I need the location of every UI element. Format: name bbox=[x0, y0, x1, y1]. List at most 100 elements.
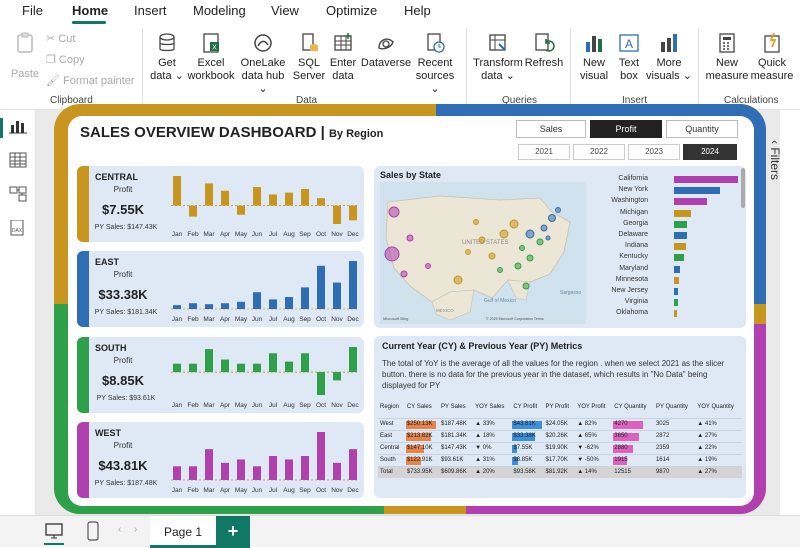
month-bar[interactable] bbox=[253, 187, 261, 206]
state-bar[interactable] bbox=[674, 176, 738, 183]
state-row[interactable]: Washington bbox=[588, 196, 742, 207]
month-bar[interactable] bbox=[205, 449, 213, 480]
month-bar[interactable] bbox=[349, 261, 357, 309]
month-bar[interactable] bbox=[317, 265, 325, 309]
month-bar[interactable] bbox=[189, 466, 197, 480]
recent-sources-button[interactable]: Recent sources ⌄ bbox=[412, 32, 458, 96]
sql-server-button[interactable]: SQL Server bbox=[292, 32, 326, 83]
state-bar[interactable] bbox=[674, 198, 708, 206]
month-bar[interactable] bbox=[237, 459, 245, 480]
get-data-button[interactable]: Get data ⌄ bbox=[148, 32, 186, 83]
month-bar[interactable] bbox=[349, 347, 357, 373]
page-tab-1[interactable]: Page 1 bbox=[150, 516, 216, 548]
col-py-sales[interactable]: PY Sales bbox=[441, 403, 466, 410]
col-yoy-profit[interactable]: YOY Profit bbox=[577, 403, 606, 410]
add-page-button[interactable]: + bbox=[216, 516, 250, 548]
col-cy-profit[interactable]: CY Profit bbox=[513, 403, 538, 410]
month-bar[interactable] bbox=[237, 301, 245, 309]
report-view-icon[interactable] bbox=[9, 118, 27, 134]
table-row[interactable]: West $250.13K $187.48K ▲ 33% $43.81K $24.05K ▲… bbox=[378, 417, 742, 430]
menu-help[interactable]: Help bbox=[404, 3, 431, 18]
month-bar[interactable] bbox=[333, 462, 341, 480]
refresh-button[interactable]: Refresh bbox=[524, 32, 564, 70]
state-bar[interactable] bbox=[674, 299, 678, 307]
paste-button[interactable]: Paste bbox=[8, 32, 42, 81]
measure-slicer-sales[interactable]: Sales bbox=[516, 120, 586, 138]
month-bar[interactable] bbox=[333, 205, 341, 224]
month-bar[interactable] bbox=[253, 292, 261, 309]
sales-by-state-visual[interactable]: Sales by State UNITED STATES Gulf of Mex… bbox=[374, 166, 746, 328]
more-visuals-button[interactable]: More visuals ⌄ bbox=[646, 32, 692, 83]
month-bar[interactable] bbox=[269, 353, 277, 373]
metrics-visual[interactable]: Current Year (CY) & Previous Year (PY) M… bbox=[374, 336, 746, 498]
col-region[interactable]: Region bbox=[380, 403, 400, 410]
month-bar[interactable] bbox=[301, 353, 309, 373]
table-view-icon[interactable] bbox=[9, 152, 27, 168]
cut-button[interactable]: ✂ Cut bbox=[46, 33, 76, 45]
state-row[interactable]: Oklahoma bbox=[588, 308, 742, 319]
measure-slicer-profit[interactable]: Profit bbox=[590, 120, 662, 138]
us-map[interactable]: UNITED STATES Gulf of Mexico Sargasso ME… bbox=[380, 182, 586, 324]
state-row[interactable]: New York bbox=[588, 185, 742, 196]
month-bar[interactable] bbox=[253, 466, 261, 480]
month-bar[interactable] bbox=[333, 372, 341, 381]
col-py-profit[interactable]: PY Profit bbox=[545, 403, 570, 410]
month-bar[interactable] bbox=[285, 459, 293, 480]
month-bar[interactable] bbox=[221, 190, 229, 206]
filters-pane-collapsed[interactable] bbox=[780, 110, 800, 515]
month-bar[interactable] bbox=[349, 449, 357, 480]
year-slicer-2022[interactable]: 2022 bbox=[573, 144, 625, 160]
mobile-layout-icon[interactable] bbox=[86, 521, 100, 541]
map-bubbles[interactable] bbox=[384, 206, 561, 290]
month-bar[interactable] bbox=[333, 282, 341, 309]
month-bar[interactable] bbox=[173, 363, 181, 373]
filters-pane-label[interactable]: ‹ Filters bbox=[768, 140, 782, 181]
month-bar[interactable] bbox=[221, 462, 229, 480]
menu-insert[interactable]: Insert bbox=[134, 3, 167, 18]
menu-view[interactable]: View bbox=[271, 3, 299, 18]
state-bar[interactable] bbox=[674, 209, 691, 217]
month-bar[interactable] bbox=[237, 205, 245, 215]
state-row[interactable]: Georgia bbox=[588, 219, 742, 230]
month-bar[interactable] bbox=[173, 176, 181, 206]
text-box-button[interactable]: A Text box bbox=[614, 32, 644, 83]
region-card-east[interactable]: EAST Profit $33.38K PY Sales: $181.34K J… bbox=[77, 251, 364, 327]
month-bar[interactable] bbox=[317, 198, 325, 206]
month-bar[interactable] bbox=[285, 297, 293, 309]
enter-data-button[interactable]: Enter data bbox=[328, 32, 358, 83]
table-row[interactable]: East $213.82K $181.34K ▲ 18% $33.38K $20.26K ▲… bbox=[378, 429, 742, 442]
new-measure-button[interactable]: New measure bbox=[704, 32, 750, 83]
region-card-central[interactable]: CENTRAL Profit $7.55K PY Sales: $147.43K… bbox=[77, 166, 364, 242]
month-bar[interactable] bbox=[301, 188, 309, 206]
month-bar[interactable] bbox=[349, 205, 357, 221]
state-bar[interactable] bbox=[674, 276, 680, 284]
model-view-icon[interactable] bbox=[9, 186, 27, 202]
menu-file[interactable]: File bbox=[22, 3, 43, 18]
year-slicer-2021[interactable]: 2021 bbox=[518, 144, 570, 160]
col-yoy-sales[interactable]: YOY Sales bbox=[475, 403, 505, 410]
state-row[interactable]: Virginia bbox=[588, 297, 742, 308]
state-bar[interactable] bbox=[674, 220, 687, 228]
month-bar[interactable] bbox=[269, 299, 277, 309]
state-bar[interactable] bbox=[674, 187, 721, 195]
metrics-table[interactable]: Region CY Sales PY Sales YOY Sales CY Pr… bbox=[378, 396, 742, 478]
state-bar-chart[interactable]: California New York Washington Michigan Geor… bbox=[588, 174, 742, 324]
measure-slicer-quantity[interactable]: Quantity bbox=[666, 120, 738, 138]
desktop-layout-icon[interactable] bbox=[44, 522, 64, 540]
state-bar[interactable] bbox=[674, 232, 687, 239]
excel-workbook-button[interactable]: X Excel workbook bbox=[186, 32, 236, 83]
dax-query-view-icon[interactable]: DAX bbox=[9, 220, 27, 236]
region-card-west[interactable]: WEST Profit $43.81K PY Sales: $187.48K J… bbox=[77, 422, 364, 498]
dataverse-button[interactable]: Dataverse bbox=[360, 32, 412, 70]
month-bar[interactable] bbox=[269, 194, 277, 206]
year-slicer-2024[interactable]: 2024 bbox=[683, 144, 737, 160]
state-row[interactable]: California bbox=[588, 174, 742, 185]
scrollbar[interactable] bbox=[741, 168, 745, 208]
region-card-south[interactable]: SOUTH Profit $8.85K PY Sales: $93.61K Ja… bbox=[77, 337, 364, 413]
menu-optimize[interactable]: Optimize bbox=[326, 3, 378, 18]
table-row[interactable]: Central $147.10K $147.43K ▼ 0% $7.55K $19.90K… bbox=[378, 441, 742, 454]
state-row[interactable]: New Jersey bbox=[588, 286, 742, 297]
state-row[interactable]: Kentucky bbox=[588, 252, 742, 263]
col-py-quantity[interactable]: PY Quantity bbox=[655, 403, 688, 410]
month-bar[interactable] bbox=[253, 363, 261, 373]
